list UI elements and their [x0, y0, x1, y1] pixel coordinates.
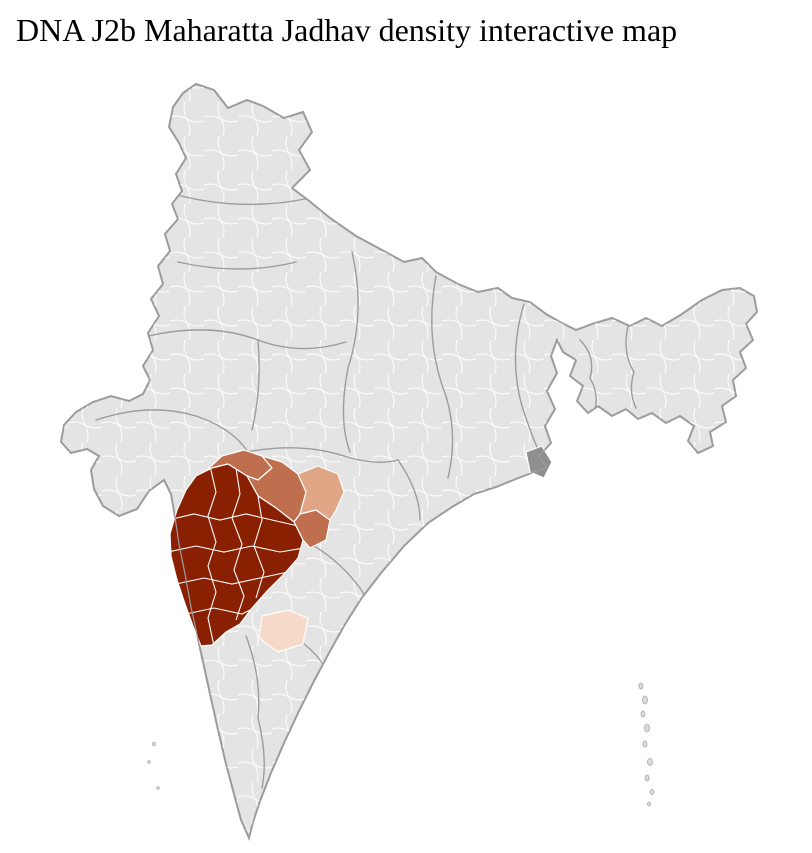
india-outline — [60, 83, 758, 840]
andaman-nicobar-islands — [638, 682, 655, 807]
high-density-district-borders — [170, 465, 303, 646]
dense-gray-district-cluster[interactable] — [525, 445, 553, 479]
high-density-region[interactable] — [169, 463, 304, 647]
district-boundaries-texture — [61, 84, 757, 838]
page-title: DNA J2b Maharatta Jadhav density interac… — [16, 12, 678, 48]
lakshadweep-islands — [147, 741, 160, 790]
low-density-district[interactable] — [258, 609, 309, 653]
medium-low-density-district[interactable] — [297, 465, 345, 521]
